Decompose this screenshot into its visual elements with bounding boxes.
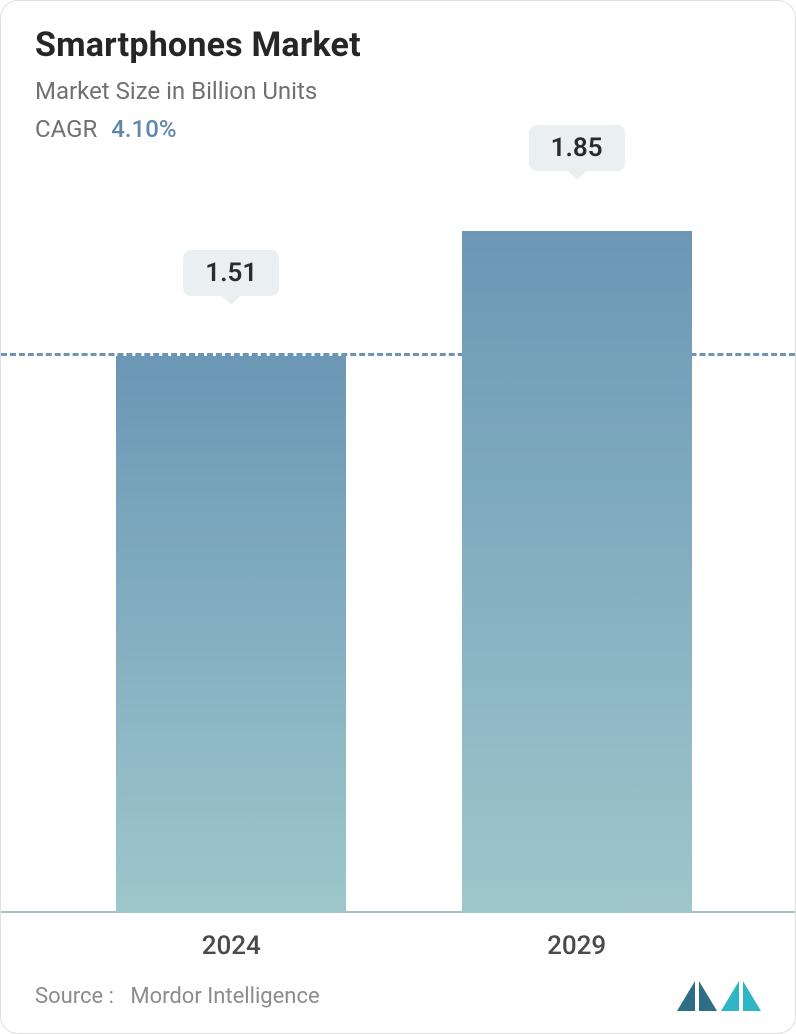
source-text: Source : Mordor Intelligence	[35, 984, 320, 1009]
logo-glyph-m2	[699, 981, 717, 1011]
value-badge-2029: 1.85	[529, 125, 625, 171]
chart-title: Smartphones Market	[35, 25, 761, 65]
cagr-value: 4.10%	[111, 115, 176, 143]
bar-chart: 1.511.85	[1, 231, 795, 913]
chart-subtitle: Market Size in Billion Units	[35, 77, 761, 105]
category-label-2029: 2029	[547, 931, 606, 961]
footer: Source : Mordor Intelligence	[35, 981, 761, 1011]
value-badge-2024: 1.51	[183, 250, 279, 296]
source-label: Source :	[35, 984, 114, 1009]
header: Smartphones Market Market Size in Billio…	[35, 25, 761, 143]
brand-logo	[677, 981, 761, 1011]
bar-2029	[462, 231, 692, 913]
cagr-label: CAGR	[35, 115, 97, 143]
chart-card: Smartphones Market Market Size in Billio…	[0, 0, 796, 1034]
logo-glyph-n2	[743, 981, 761, 1011]
cagr-row: CAGR 4.10%	[35, 115, 761, 143]
bar-2024	[116, 356, 346, 913]
logo-glyph-n1	[721, 981, 739, 1011]
source-name: Mordor Intelligence	[130, 984, 319, 1009]
category-label-2024: 2024	[202, 931, 261, 961]
logo-glyph-m1	[677, 981, 695, 1011]
